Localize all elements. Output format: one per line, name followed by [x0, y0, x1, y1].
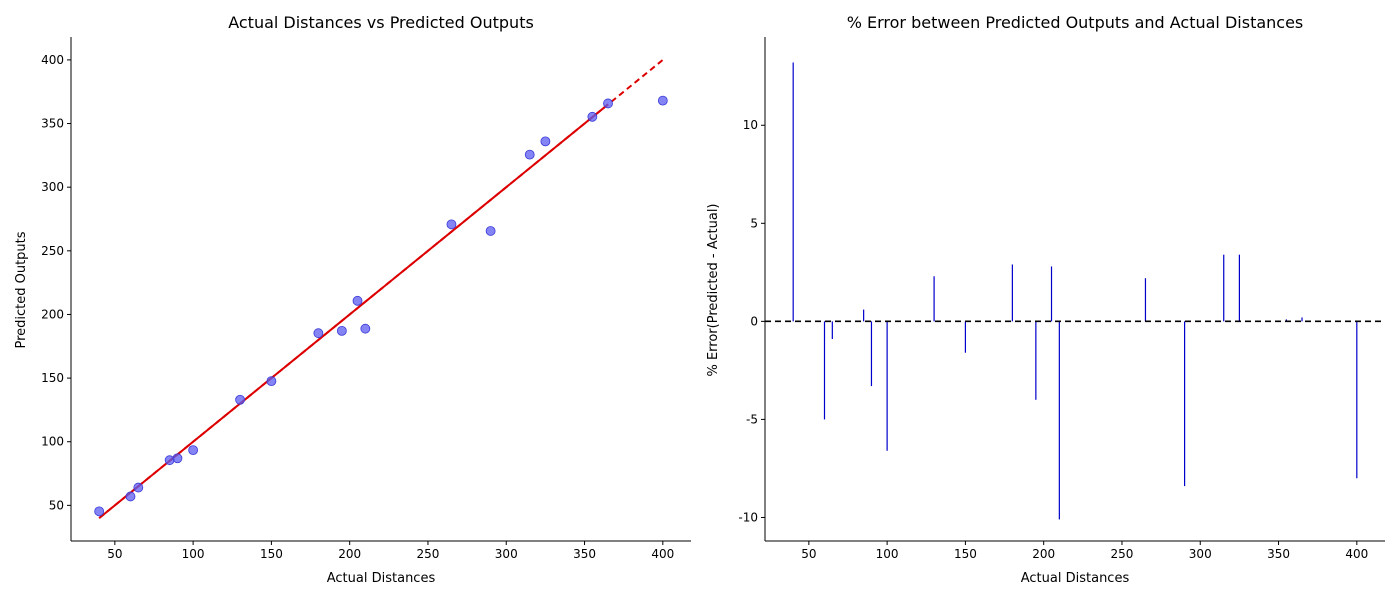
scatter-x-tick-label: 300	[495, 547, 518, 561]
error-y-tick-label: 10	[743, 118, 758, 132]
error-title: % Error between Predicted Outputs and Ac…	[847, 13, 1304, 32]
error-bar	[886, 321, 888, 451]
scatter-point	[603, 98, 613, 109]
scatter-x-tick-label: 100	[182, 547, 205, 561]
scatter-point	[172, 453, 183, 464]
error-bar	[1144, 278, 1147, 322]
scatter-point	[587, 111, 598, 122]
error-x-tick-label: 350	[1267, 547, 1290, 561]
scatter-x-tick-label: 150	[260, 547, 283, 561]
scatter-point	[540, 136, 551, 147]
error-bar	[1301, 317, 1303, 322]
scatter-point	[94, 506, 105, 517]
scatter-x-tick-label: 50	[107, 547, 122, 561]
scatter-point	[446, 219, 457, 230]
scatter-point	[125, 491, 136, 502]
scatter-y-tick-label: 50	[49, 498, 64, 512]
error-bar	[831, 321, 833, 340]
error-bar	[1011, 264, 1013, 322]
scatter-title: Actual Distances vs Predicted Outputs	[228, 13, 534, 32]
error-bar	[1238, 254, 1240, 322]
error-bar	[1285, 319, 1287, 322]
error-bar	[870, 321, 873, 387]
scatter-y-tick-label: 150	[41, 371, 64, 385]
scatter-y-tick-label: 250	[41, 244, 64, 258]
scatter-point	[360, 323, 371, 334]
error-bar	[1035, 321, 1037, 400]
scatter-x-tick-label: 250	[417, 547, 440, 561]
error-bar	[792, 62, 794, 322]
error-bar	[933, 276, 935, 322]
error-bar	[863, 309, 865, 322]
scatter-x-tick-label: 200	[338, 547, 361, 561]
scatter-y-axis-label: Predicted Outputs	[14, 231, 29, 348]
scatter-point	[524, 149, 535, 160]
error-x-axis-label: Actual Distances	[1021, 571, 1130, 586]
error-x-tick-label: 150	[954, 547, 977, 561]
scatter-y-tick-label: 350	[41, 117, 64, 131]
error-panel: % Error between Predicted Outputs and Ac…	[706, 13, 1385, 586]
error-y-tick-label: 5	[750, 216, 758, 230]
error-y-tick-label: -10	[738, 510, 758, 524]
error-bar	[1058, 321, 1060, 520]
scatter-y-tick-label: 100	[41, 435, 64, 449]
error-bar	[1356, 321, 1358, 479]
error-y-axis-label: % Error(Predicted - Actual)	[706, 203, 721, 376]
error-x-tick-label: 50	[801, 547, 816, 561]
error-x-tick-label: 250	[1111, 547, 1134, 561]
error-y-tick-label: 0	[750, 314, 758, 328]
fit-line	[98, 103, 609, 519]
scatter-point	[485, 226, 496, 236]
error-bar	[964, 321, 967, 353]
error-x-tick-label: 400	[1345, 547, 1368, 561]
error-y-tick-label: -5	[746, 412, 758, 426]
error-bar	[823, 321, 826, 420]
scatter-point	[266, 376, 277, 387]
scatter-y-tick-label: 400	[41, 53, 64, 67]
scatter-point	[133, 482, 144, 493]
error-bar	[1050, 266, 1053, 322]
scatter-x-tick-label: 350	[573, 547, 596, 561]
scatter-point	[313, 328, 324, 339]
scatter-y-tick-label: 200	[41, 307, 64, 321]
scatter-panel: Actual Distances vs Predicted Outputs Ac…	[14, 13, 691, 586]
error-x-tick-label: 200	[1032, 547, 1055, 561]
error-bar	[1183, 321, 1186, 487]
scatter-y-tick-label: 300	[41, 180, 64, 194]
scatter-point	[352, 295, 363, 306]
scatter-x-tick-label: 400	[651, 547, 674, 561]
error-bar	[1223, 254, 1225, 322]
scatter-point	[657, 95, 668, 106]
scatter-x-axis-label: Actual Distances	[327, 571, 436, 586]
error-x-tick-label: 100	[876, 547, 899, 561]
error-x-tick-label: 300	[1189, 547, 1212, 561]
scatter-point	[188, 445, 199, 456]
scatter-point	[336, 325, 347, 336]
scatter-point	[235, 394, 245, 405]
